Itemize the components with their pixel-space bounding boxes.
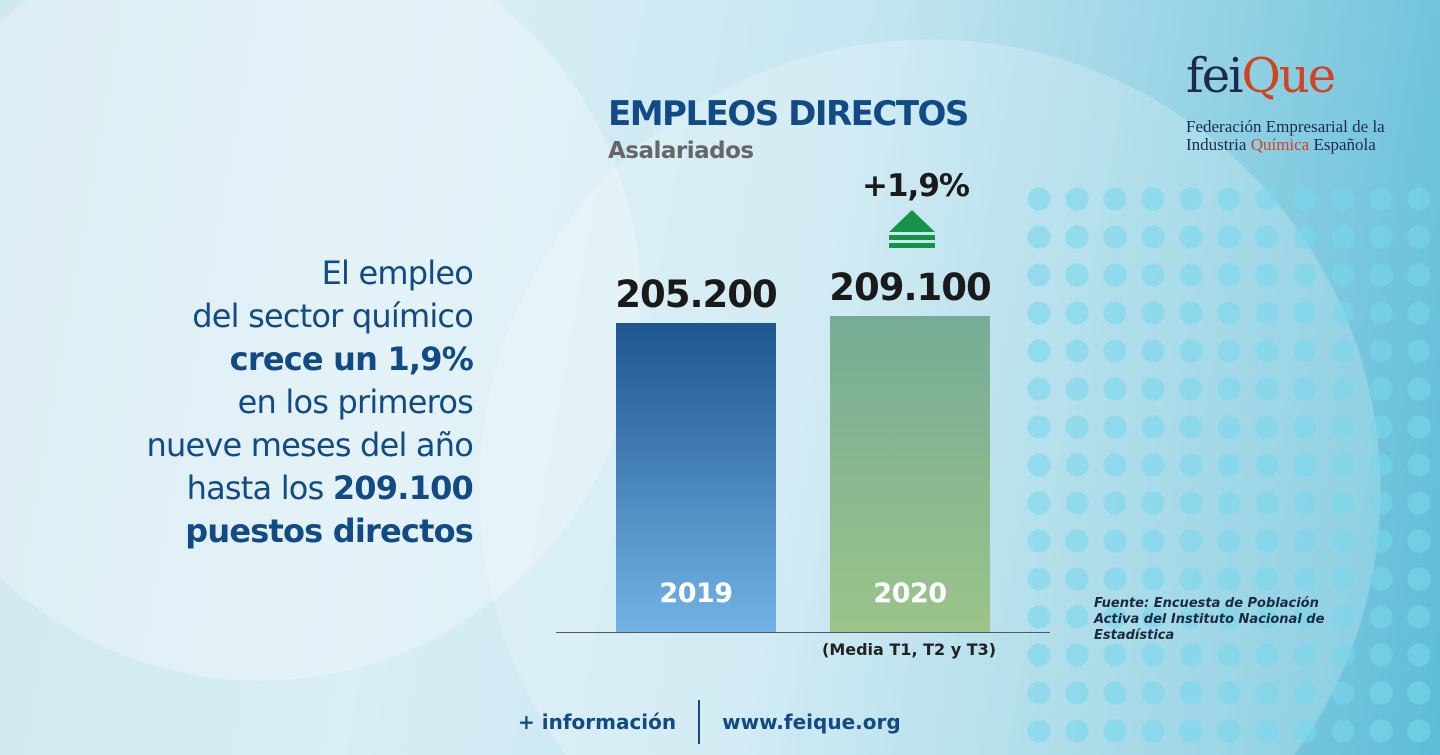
headline: El empleo del sector químico crece un 1,… bbox=[146, 254, 474, 550]
up-arrow-icon bbox=[889, 210, 935, 248]
chart-subtitle: Asalariados bbox=[608, 138, 754, 164]
footer-divider bbox=[698, 700, 701, 744]
x-tick-label: 2019 bbox=[659, 578, 733, 609]
chart-title: EMPLEOS DIRECTOS bbox=[608, 94, 969, 134]
bar-2020 bbox=[830, 316, 990, 632]
more-info-link[interactable]: + información bbox=[518, 710, 677, 734]
bar-2019 bbox=[616, 322, 776, 632]
footer: + información www.feique.org bbox=[518, 700, 901, 744]
x-axis-line bbox=[556, 632, 1050, 633]
feique-logo: feiQue Federación Empresarial de la Indu… bbox=[1186, 48, 1385, 154]
bar-value-label: 205.200 bbox=[615, 272, 778, 316]
x-tick-label: 2020 bbox=[873, 578, 947, 609]
website-link[interactable]: www.feique.org bbox=[722, 710, 901, 734]
source-note: Fuente: Encuesta de Población Activa del… bbox=[1094, 596, 1325, 643]
change-label: +1,9% bbox=[862, 168, 970, 204]
bg-dots bbox=[1020, 180, 1440, 755]
chart-note: (Media T1, T2 y T3) bbox=[822, 640, 997, 659]
bar-value-label: 209.100 bbox=[829, 266, 992, 309]
